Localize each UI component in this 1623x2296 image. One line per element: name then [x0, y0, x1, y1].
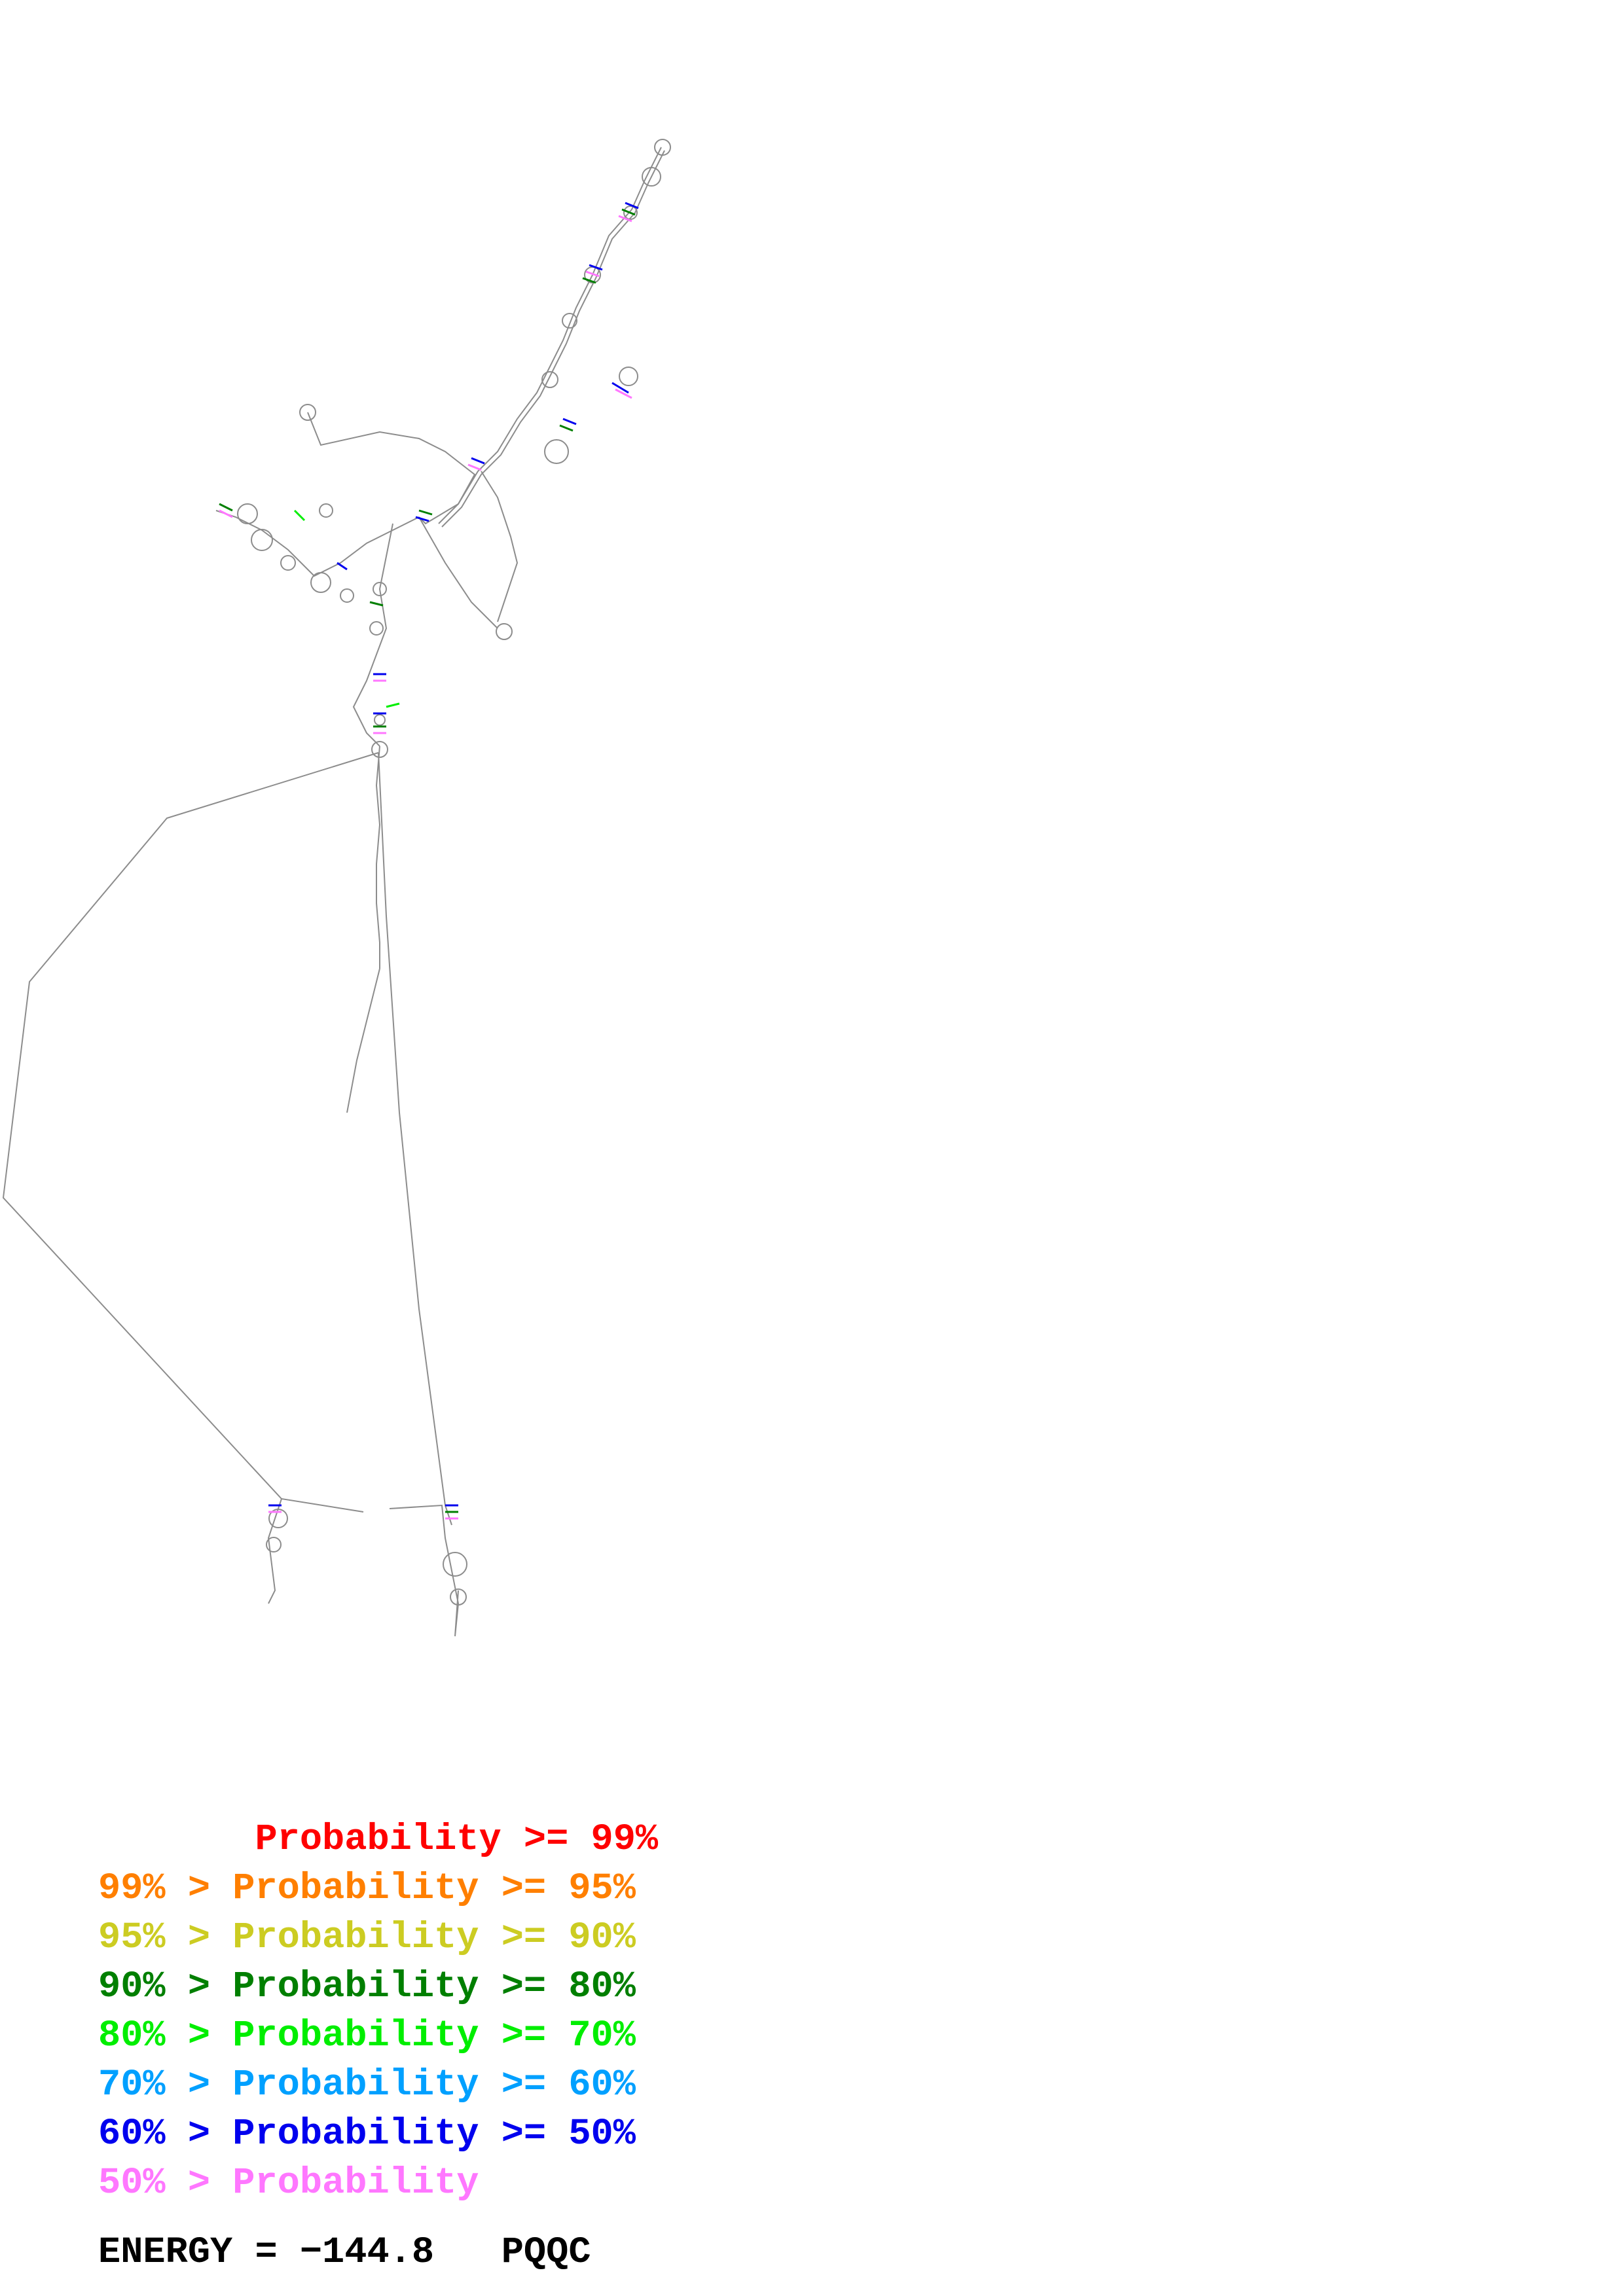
legend-entry: 95% > Probability >= 90% [98, 1917, 636, 1959]
legend-entry: 70% > Probability >= 60% [98, 2064, 636, 2106]
legend-entry: 60% > Probability >= 50% [98, 2113, 636, 2155]
legend-entry: 50% > Probability [98, 2162, 479, 2204]
rna-secondary-structure-diagram [2, 139, 671, 1637]
legend-entry: 80% > Probability >= 70% [98, 2015, 636, 2057]
base-pair-stems [219, 202, 639, 1520]
energy-label: ENERGY = −144.8 PQQC [98, 2232, 591, 2274]
legend-entry: Probability >= 99% [98, 1819, 659, 1861]
hairpin-loops [237, 139, 671, 1605]
legend-entry: 90% > Probability >= 80% [98, 1966, 636, 2008]
legend-entry: 99% > Probability >= 95% [98, 1868, 636, 1910]
rna-backbone [2, 147, 665, 1637]
